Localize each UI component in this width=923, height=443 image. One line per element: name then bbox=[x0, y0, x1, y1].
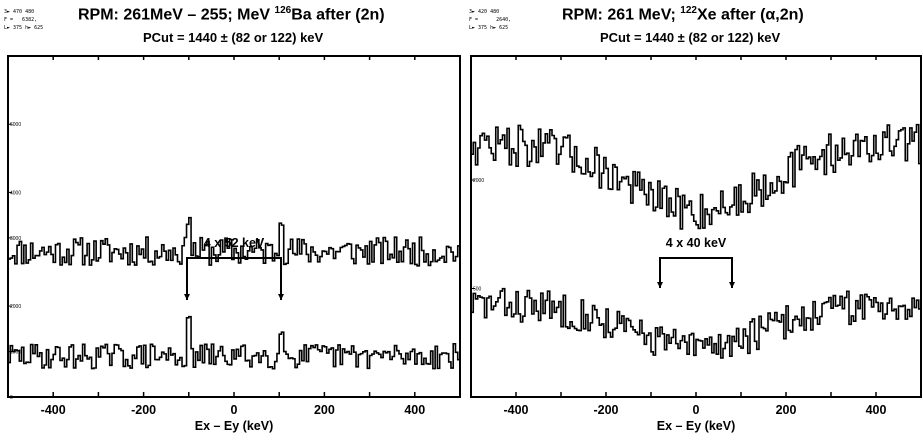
y-tick-label: 500 bbox=[473, 287, 482, 293]
spectrum-series-1 bbox=[471, 287, 921, 359]
x-axis-label: Ex – Ey (keV) bbox=[657, 419, 736, 433]
corner-line: F = 6382, bbox=[4, 17, 38, 23]
x-tick-label: -400 bbox=[41, 403, 66, 417]
chart-plot-right: -400 -200 0 200 400 Ex – Ey (keV) 2000 500 4 x 4… bbox=[470, 55, 922, 433]
chart-panel-left: 3► 470 480 F = 6382, L► 375 h► 625 RPM: 26… bbox=[4, 5, 461, 433]
corner-line: F = 2640, bbox=[469, 17, 512, 23]
annotation-label: 4 x 40 keV bbox=[666, 236, 727, 250]
y-tick-label: 2000 bbox=[473, 178, 484, 184]
title-prefix: RPM: 261 MeV; bbox=[562, 6, 681, 24]
title-superscript: 126 bbox=[274, 5, 292, 16]
x-tick-label: -200 bbox=[593, 403, 618, 417]
title-superscript: 122 bbox=[680, 5, 697, 16]
chart-subtitle: PCut = 1440 ± (82 or 122) keV bbox=[143, 30, 324, 45]
annotation-bracket bbox=[185, 257, 283, 300]
corner-info: 3► 420 480 F = 2640, L► 375 h► 625 bbox=[469, 8, 511, 32]
y-tick-label: 4000 bbox=[10, 190, 21, 196]
y-tick-label: 6000 bbox=[10, 122, 21, 128]
y-tick-label: 1000 bbox=[10, 350, 21, 356]
chart-subtitle: PCut = 1440 ± (82 or 122) keV bbox=[600, 30, 781, 45]
corner-line: L► 375 h► 625 bbox=[4, 25, 44, 31]
x-tick-label: -200 bbox=[131, 403, 156, 417]
x-tick-label: 400 bbox=[866, 403, 887, 417]
chart-title: RPM: 261 MeV; 122Xe after (α,2n) bbox=[562, 5, 804, 24]
spectrum-series-0 bbox=[8, 216, 460, 267]
x-tick-label: -400 bbox=[503, 403, 528, 417]
plot-frame bbox=[7, 55, 461, 398]
chart-plot-left: -400 -200 0 200 400 Ex – Ey (keV) 6000 4000 3000… bbox=[7, 55, 461, 433]
x-tick-label: 400 bbox=[404, 403, 425, 417]
title-prefix: RPM: 261MeV – 255; MeV bbox=[78, 6, 275, 24]
title-suffix: Xe after (α,2n) bbox=[696, 6, 804, 24]
corner-line: 3► 470 480 bbox=[4, 9, 35, 15]
title-suffix: Ba after (2n) bbox=[291, 6, 385, 24]
annotation-label: 4 x 52 keV bbox=[204, 236, 265, 250]
spectrum-series-1 bbox=[8, 315, 460, 370]
arrow-head bbox=[183, 294, 190, 300]
annotation-bracket bbox=[659, 257, 733, 288]
x-tick-label: 200 bbox=[314, 403, 335, 417]
x-tick-label: 200 bbox=[776, 403, 797, 417]
corner-line: 3► 420 480 bbox=[469, 9, 500, 15]
arrow-head bbox=[278, 294, 285, 300]
y-tick-label: 3000 bbox=[10, 236, 21, 242]
x-tick-label: 0 bbox=[231, 403, 238, 417]
corner-info: 3► 470 480 F = 6382, L► 375 h► 625 bbox=[4, 8, 43, 32]
x-tick-label: 0 bbox=[693, 403, 700, 417]
chart-panel-right: 3► 420 480 F = 2640, L► 375 h► 625 RPM: 26… bbox=[465, 0, 923, 443]
arrow-head bbox=[657, 282, 663, 288]
chart-title: RPM: 261MeV – 255; MeV 126Ba after (2n) bbox=[78, 5, 385, 24]
arrow-head bbox=[729, 282, 735, 288]
spectrum-series-0 bbox=[471, 123, 921, 230]
y-tick-label: 2000 bbox=[10, 304, 21, 310]
corner-line: L► 375 h► 625 bbox=[469, 25, 509, 31]
x-axis-label: Ex – Ey (keV) bbox=[195, 419, 274, 433]
y-tick-label: 0 bbox=[10, 395, 13, 401]
